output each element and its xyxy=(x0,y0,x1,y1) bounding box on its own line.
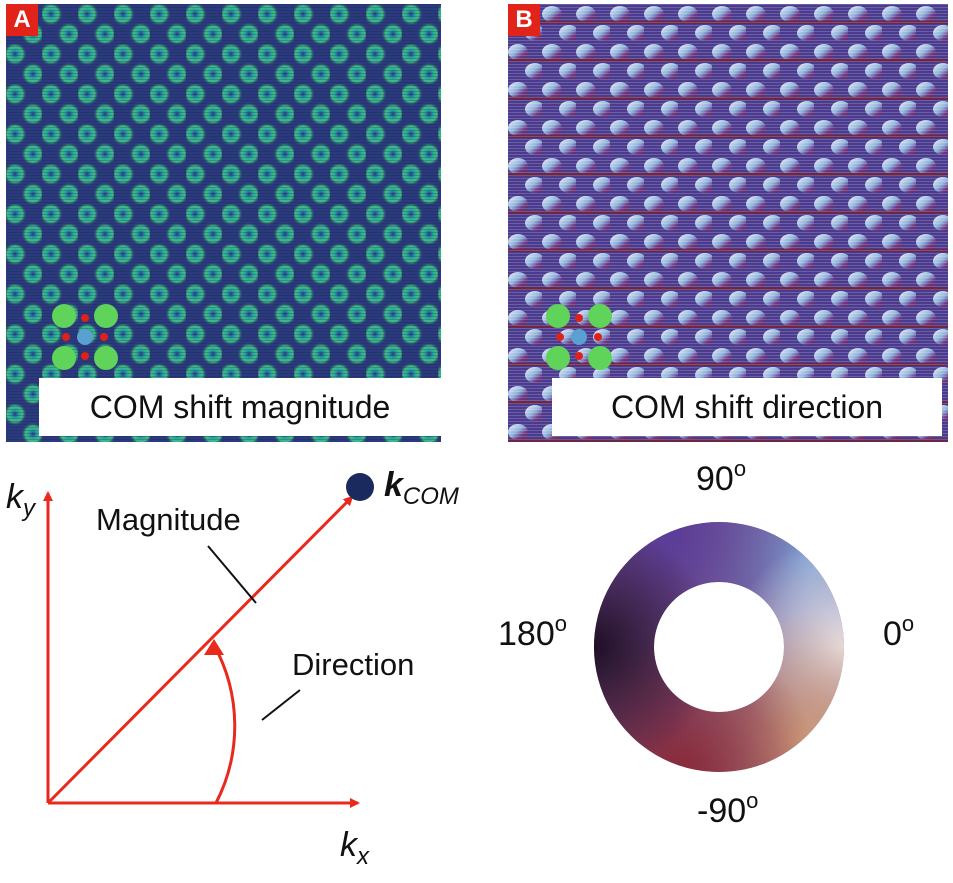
panel-a-label: A xyxy=(6,4,38,36)
ky-label: ky xyxy=(6,478,35,522)
wheel-label-180: 180o xyxy=(498,611,567,653)
wheel-label-minus-90: -90o xyxy=(697,788,759,830)
wheel-label-90: 90o xyxy=(696,456,747,498)
crystal-structure-icon xyxy=(52,304,118,370)
panel-a-caption: COM shift magnitude xyxy=(39,378,441,436)
direction-label: Direction xyxy=(292,647,415,682)
wheel-label-0: 0o xyxy=(883,611,915,653)
panel-b-caption: COM shift direction xyxy=(552,378,942,436)
direction-arc-arrowhead xyxy=(204,639,224,655)
panel-b-label: B xyxy=(508,4,540,36)
direction-leader xyxy=(261,689,301,721)
kx-label: kx xyxy=(340,826,369,870)
magnitude-label: Magnitude xyxy=(96,502,241,537)
crystal-structure-icon xyxy=(546,304,612,370)
direction-arc xyxy=(212,644,237,804)
magnitude-leader xyxy=(207,545,257,604)
magnitude-image xyxy=(6,4,441,442)
direction-color-wheel xyxy=(594,522,844,772)
kcom-vector xyxy=(46,495,354,805)
kcom-point xyxy=(346,473,374,501)
panel-a-magnitude-map: A COM shift magnitude xyxy=(6,4,441,442)
kcom-label: kCOM xyxy=(384,466,459,510)
direction-image xyxy=(508,4,948,442)
com-vector-diagram xyxy=(43,473,374,808)
panel-b-direction-map: B COM shift direction xyxy=(508,4,948,442)
